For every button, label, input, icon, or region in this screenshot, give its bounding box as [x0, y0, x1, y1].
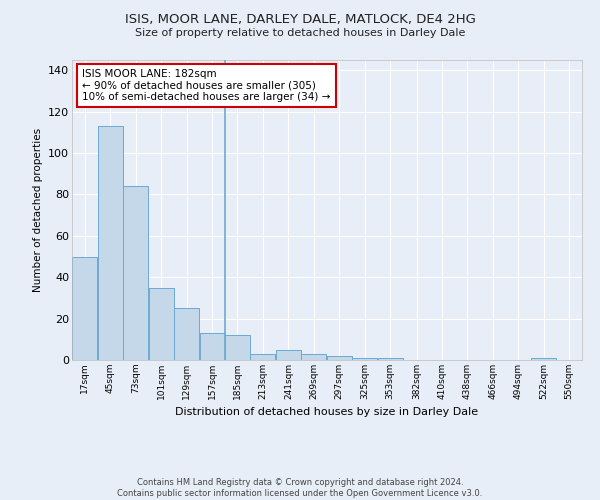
- Text: Size of property relative to detached houses in Darley Dale: Size of property relative to detached ho…: [135, 28, 465, 38]
- Bar: [377, 358, 403, 360]
- Bar: [532, 358, 556, 360]
- Bar: [250, 354, 275, 360]
- Bar: [123, 186, 148, 360]
- Text: Contains HM Land Registry data © Crown copyright and database right 2024.
Contai: Contains HM Land Registry data © Crown c…: [118, 478, 482, 498]
- X-axis label: Distribution of detached houses by size in Darley Dale: Distribution of detached houses by size …: [175, 408, 479, 418]
- Bar: [352, 358, 377, 360]
- Bar: [327, 356, 352, 360]
- Bar: [225, 335, 250, 360]
- Bar: [174, 308, 199, 360]
- Y-axis label: Number of detached properties: Number of detached properties: [32, 128, 43, 292]
- Bar: [276, 350, 301, 360]
- Bar: [149, 288, 173, 360]
- Bar: [72, 256, 97, 360]
- Text: ISIS MOOR LANE: 182sqm
← 90% of detached houses are smaller (305)
10% of semi-de: ISIS MOOR LANE: 182sqm ← 90% of detached…: [82, 69, 331, 102]
- Bar: [199, 333, 224, 360]
- Text: ISIS, MOOR LANE, DARLEY DALE, MATLOCK, DE4 2HG: ISIS, MOOR LANE, DARLEY DALE, MATLOCK, D…: [125, 12, 475, 26]
- Bar: [301, 354, 326, 360]
- Bar: [98, 126, 122, 360]
